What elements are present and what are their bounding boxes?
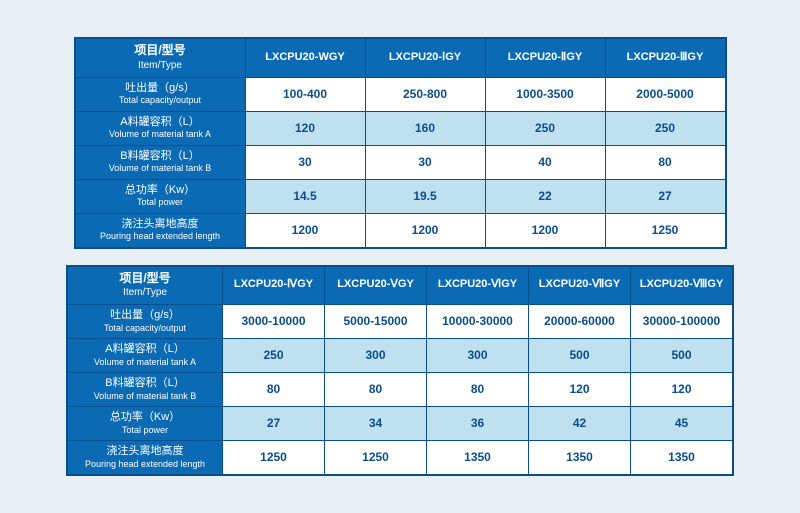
row-label: B料罐容积（L）Volume of material tank B — [75, 145, 245, 179]
cell: 80 — [605, 145, 725, 179]
col-header-label: LXCPU20-ⅡGY — [508, 51, 583, 63]
cell: 27 — [605, 179, 725, 213]
cell: 14.5 — [245, 179, 365, 213]
cell: 250 — [223, 339, 325, 373]
col-header-label: LXCPU20-WGY — [265, 51, 344, 63]
cell: 45 — [631, 407, 733, 441]
table-row: 吐出量（g/s）Total capacity/output 3000-10000… — [68, 305, 733, 339]
cell: 300 — [325, 339, 427, 373]
cell: 100-400 — [245, 77, 365, 111]
cell: 1250 — [325, 441, 427, 475]
col-header: LXCPU20-ⅢGY — [605, 39, 725, 78]
col-header: LXCPU20-ⅥGY — [427, 266, 529, 305]
cell: 34 — [325, 407, 427, 441]
table-row: 浇注头离地高度Pouring head extended length 1250… — [68, 441, 733, 475]
row-label: 浇注头离地高度Pouring head extended length — [75, 213, 245, 247]
row-label: 吐出量（g/s）Total capacity/output — [68, 305, 223, 339]
header-row: 项目/型号 Item/Type LXCPU20-ⅣGY LXCPU20-ⅤGY … — [68, 266, 733, 305]
cell: 160 — [365, 111, 485, 145]
col-header-label: LXCPU20-ⅢGY — [627, 51, 704, 63]
col-header: LXCPU20-ⅤGY — [325, 266, 427, 305]
header-item-type-en: Item/Type — [123, 287, 167, 298]
cell: 250 — [605, 111, 725, 145]
cell: 80 — [427, 373, 529, 407]
cell: 1250 — [605, 213, 725, 247]
header-item-type: 项目/型号 Item/Type — [75, 39, 245, 78]
cell: 500 — [631, 339, 733, 373]
spec-table-2-grid: 项目/型号 Item/Type LXCPU20-ⅣGY LXCPU20-ⅤGY … — [67, 266, 733, 476]
cell: 120 — [529, 373, 631, 407]
spec-table-1-grid: 项目/型号 Item/Type LXCPU20-WGY LXCPU20-ⅠGY … — [75, 38, 726, 248]
spec-table-1: 项目/型号 Item/Type LXCPU20-WGY LXCPU20-ⅠGY … — [74, 37, 727, 249]
col-header-label: LXCPU20-ⅠGY — [389, 51, 461, 63]
row-label: A料罐容积（L）Volume of material tank A — [68, 339, 223, 373]
cell: 42 — [529, 407, 631, 441]
cell: 1200 — [365, 213, 485, 247]
cell: 80 — [223, 373, 325, 407]
cell: 250 — [485, 111, 605, 145]
cell: 1350 — [631, 441, 733, 475]
col-header-label: LXCPU20-ⅥGY — [438, 278, 517, 290]
table-row: 浇注头离地高度Pouring head extended length 1200… — [75, 213, 725, 247]
cell: 27 — [223, 407, 325, 441]
cell: 3000-10000 — [223, 305, 325, 339]
cell: 19.5 — [365, 179, 485, 213]
row-label: 浇注头离地高度Pouring head extended length — [68, 441, 223, 475]
row-label: 吐出量（g/s）Total capacity/output — [75, 77, 245, 111]
col-header-label: LXCPU20-ⅧGY — [640, 278, 724, 290]
table-row: 总功率（Kw）Total power 27 34 36 42 45 — [68, 407, 733, 441]
col-header: LXCPU20-ⅣGY — [223, 266, 325, 305]
cell: 1200 — [485, 213, 605, 247]
header-item-type-en: Item/Type — [138, 60, 182, 71]
cell: 5000-15000 — [325, 305, 427, 339]
cell: 36 — [427, 407, 529, 441]
col-header: LXCPU20-ⅧGY — [631, 266, 733, 305]
table-row: B料罐容积（L）Volume of material tank B 30 30 … — [75, 145, 725, 179]
col-header: LXCPU20-ⅦGY — [529, 266, 631, 305]
cell: 250-800 — [365, 77, 485, 111]
cell: 120 — [245, 111, 365, 145]
cell: 20000-60000 — [529, 305, 631, 339]
cell: 22 — [485, 179, 605, 213]
col-header-label: LXCPU20-ⅣGY — [234, 278, 313, 290]
cell: 1250 — [223, 441, 325, 475]
cell: 1350 — [427, 441, 529, 475]
row-label: A料罐容积（L）Volume of material tank A — [75, 111, 245, 145]
spec-table-2: 项目/型号 Item/Type LXCPU20-ⅣGY LXCPU20-ⅤGY … — [66, 265, 734, 477]
cell: 40 — [485, 145, 605, 179]
row-label: B料罐容积（L）Volume of material tank B — [68, 373, 223, 407]
col-header: LXCPU20-ⅠGY — [365, 39, 485, 78]
table-row: A料罐容积（L）Volume of material tank A 120 16… — [75, 111, 725, 145]
table-row: B料罐容积（L）Volume of material tank B 80 80 … — [68, 373, 733, 407]
table-row: A料罐容积（L）Volume of material tank A 250 30… — [68, 339, 733, 373]
cell: 1200 — [245, 213, 365, 247]
cell: 30000-100000 — [631, 305, 733, 339]
cell: 10000-30000 — [427, 305, 529, 339]
cell: 120 — [631, 373, 733, 407]
row-label: 总功率（Kw）Total power — [68, 407, 223, 441]
col-header-label: LXCPU20-ⅤGY — [337, 278, 414, 290]
header-row: 项目/型号 Item/Type LXCPU20-WGY LXCPU20-ⅠGY … — [75, 39, 725, 78]
col-header-label: LXCPU20-ⅦGY — [539, 278, 620, 290]
cell: 1000-3500 — [485, 77, 605, 111]
header-item-type-cn: 项目/型号 — [119, 271, 170, 285]
cell: 300 — [427, 339, 529, 373]
cell: 80 — [325, 373, 427, 407]
cell: 500 — [529, 339, 631, 373]
cell: 30 — [245, 145, 365, 179]
table-row: 吐出量（g/s）Total capacity/output 100-400 25… — [75, 77, 725, 111]
cell: 1350 — [529, 441, 631, 475]
header-item-type-cn: 项目/型号 — [134, 43, 185, 57]
cell: 30 — [365, 145, 485, 179]
table-row: 总功率（Kw）Total power 14.5 19.5 22 27 — [75, 179, 725, 213]
cell: 2000-5000 — [605, 77, 725, 111]
col-header: LXCPU20-WGY — [245, 39, 365, 78]
header-item-type: 项目/型号 Item/Type — [68, 266, 223, 305]
col-header: LXCPU20-ⅡGY — [485, 39, 605, 78]
row-label: 总功率（Kw）Total power — [75, 179, 245, 213]
